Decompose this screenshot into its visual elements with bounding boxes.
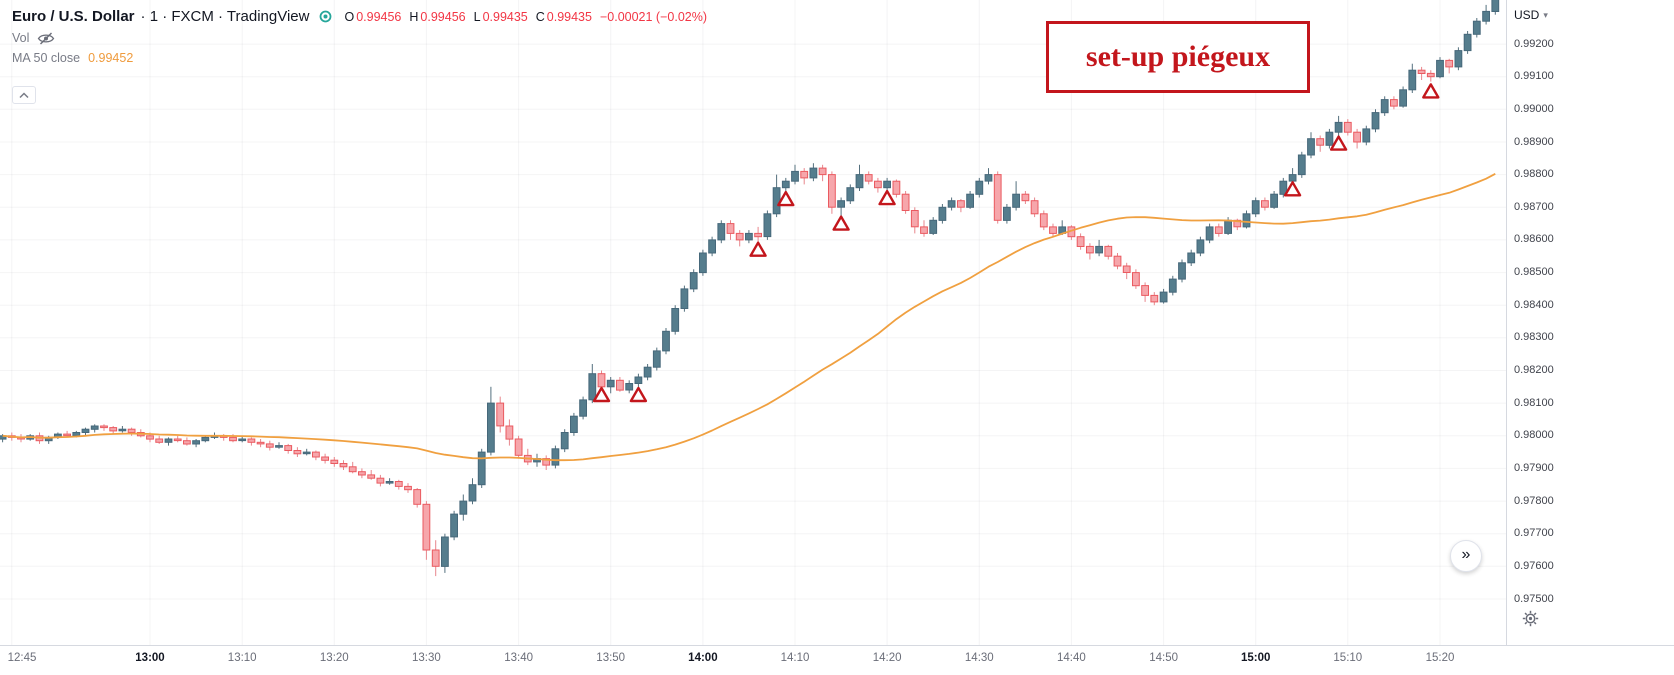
ma-value: 0.99452 (88, 51, 134, 65)
signal-triangle-marker (1329, 135, 1348, 151)
time-tick-label: 14:40 (1057, 652, 1086, 664)
settings-gear-icon[interactable] (1522, 610, 1539, 630)
signal-triangle-marker (629, 386, 648, 403)
change-value: −0.00021 (−0.02%) (599, 9, 707, 24)
low-label: L (473, 9, 481, 24)
price-axis[interactable]: USD ▾ 0.99200 0.99100 0.99000 0.98900 0.9880… (1506, 0, 1674, 645)
time-tick-label: 14:50 (1149, 652, 1178, 664)
ma-label: MA 50 close (12, 51, 81, 65)
symbol-legend-row[interactable]: Euro / U.S. Dollar · 1 · FXCM · TradingV… (12, 8, 707, 25)
scroll-to-realtime-button[interactable]: » (1450, 540, 1482, 572)
time-tick-label: 13:20 (319, 652, 349, 664)
open-value: 0.99456 (356, 9, 402, 24)
price-tick-label: 0.98400 (1514, 298, 1554, 311)
caret-down-icon: ▾ (1543, 9, 1548, 20)
time-tick-label: 15:20 (1425, 652, 1455, 664)
ohlc-readout: O 0.99456 H 0.99456 L 0.99435 C 0.99435 −0.0… (344, 10, 707, 24)
market-status-icon (319, 10, 332, 23)
time-tick-label: 13:10 (227, 652, 257, 664)
chevron-up-icon (19, 91, 29, 98)
price-tick-label: 0.99100 (1514, 70, 1554, 83)
symbol-meta: · 1 · FXCM · TradingView (140, 8, 310, 25)
signal-triangle-marker (878, 189, 896, 206)
close-value: 0.99435 (546, 9, 592, 24)
price-tick-label: 0.98700 (1514, 200, 1554, 213)
annotation-box[interactable]: set-up piégeux (1046, 21, 1310, 93)
price-tick-label: 0.98500 (1514, 266, 1554, 279)
visibility-eye-off-icon[interactable] (37, 32, 55, 45)
time-tick-label: 13:50 (596, 652, 626, 664)
symbol-title[interactable]: Euro / U.S. Dollar (12, 8, 135, 25)
price-tick-label: 0.97900 (1514, 461, 1554, 474)
ma-legend-row[interactable]: MA 50 close 0.99452 (12, 51, 707, 65)
price-tick-label: 0.98900 (1514, 135, 1554, 148)
price-tick-label: 0.98800 (1514, 168, 1554, 181)
time-tick-label: 15:00 (1240, 652, 1271, 664)
legend-collapse-button[interactable] (12, 86, 36, 104)
signal-triangle-marker (832, 215, 850, 231)
time-axis[interactable]: 12:45 13:00 13:10 13:20 13:30 13:40 13:50 14:00… (0, 645, 1674, 675)
signal-triangle-marker (749, 241, 767, 257)
time-tick-label: 13:40 (504, 652, 533, 664)
price-tick-label: 0.97600 (1514, 559, 1554, 572)
price-tick-label: 0.97700 (1514, 527, 1554, 540)
currency-selector[interactable]: USD ▾ (1514, 8, 1548, 22)
high-label: H (409, 9, 419, 24)
time-tick-label: 14:30 (964, 652, 994, 664)
currency-label: USD (1514, 8, 1540, 22)
price-tick-label: 0.98100 (1514, 396, 1554, 409)
price-tick-label: 0.98600 (1514, 233, 1554, 246)
signal-triangle-marker (1422, 83, 1440, 99)
signal-triangle-marker (592, 386, 611, 403)
time-tick-label: 13:00 (135, 652, 165, 664)
annotation-text: set-up piégeux (1085, 40, 1271, 73)
signal-triangle-marker (777, 190, 795, 207)
chart-plot-area[interactable]: Euro / U.S. Dollar · 1 · FXCM · TradingV… (0, 0, 1506, 645)
low-value: 0.99435 (482, 9, 528, 24)
price-tick-label: 0.98300 (1514, 331, 1554, 344)
high-value: 0.99456 (420, 9, 466, 24)
time-tick-label: 14:10 (780, 652, 810, 664)
price-tick-label: 0.97500 (1514, 592, 1554, 605)
price-tick-label: 0.98200 (1514, 364, 1554, 376)
price-tick-label: 0.99200 (1514, 37, 1554, 50)
time-tick-label: 15:10 (1333, 652, 1363, 664)
candlestick-chart-canvas[interactable] (0, 0, 1506, 645)
price-tick-label: 0.97800 (1514, 494, 1554, 507)
time-tick-label: 12:45 (7, 652, 37, 664)
volume-legend-row[interactable]: Vol (12, 31, 707, 45)
chart-legend: Euro / U.S. Dollar · 1 · FXCM · TradingV… (12, 8, 707, 71)
volume-label: Vol (12, 31, 30, 45)
time-tick-label: 13:30 (412, 652, 441, 664)
open-label: O (344, 9, 355, 24)
time-tick-label: 14:00 (688, 652, 718, 664)
price-tick-label: 0.98000 (1514, 429, 1554, 442)
close-label: C (535, 9, 545, 24)
price-tick-label: 0.99000 (1514, 102, 1554, 115)
signal-triangle-marker (1283, 181, 1302, 197)
double-chevron-right-icon: » (1461, 546, 1471, 563)
time-tick-label: 14:20 (872, 652, 902, 664)
